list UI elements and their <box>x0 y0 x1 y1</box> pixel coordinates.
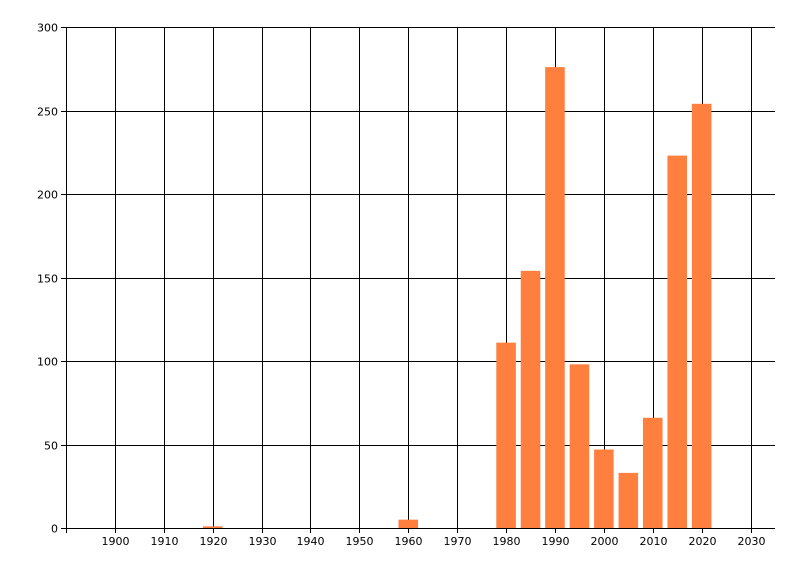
bar-2015 <box>667 155 687 528</box>
grid-lines <box>61 27 775 533</box>
bar-1995 <box>569 364 590 528</box>
x-tick-label: 1980 <box>493 535 521 548</box>
bar-1990 <box>545 67 565 528</box>
bar-2020 <box>691 103 712 528</box>
x-tick-label: 2000 <box>591 535 619 548</box>
x-tick-label: 1910 <box>151 535 179 548</box>
x-tick-label: 2030 <box>738 535 766 548</box>
bar-1960 <box>398 519 419 528</box>
y-tick-label: 100 <box>37 356 58 369</box>
x-tick-label: 1960 <box>395 535 423 548</box>
bars <box>202 67 712 528</box>
bar-1980 <box>496 342 516 528</box>
x-tick-label: 1900 <box>102 535 130 548</box>
y-tick-label: 50 <box>44 440 58 453</box>
y-tick-label: 150 <box>37 273 58 286</box>
x-tick-label: 1990 <box>542 535 570 548</box>
y-tick-label: 0 <box>51 523 58 536</box>
x-tick-label: 1970 <box>444 535 472 548</box>
y-tick-label: 300 <box>37 22 58 35</box>
x-tick-label: 2020 <box>689 535 717 548</box>
bar-2010 <box>642 417 663 528</box>
x-tick-label: 1930 <box>249 535 277 548</box>
bar-1920 <box>202 526 223 528</box>
x-tick-label: 1950 <box>346 535 374 548</box>
bar-1985 <box>520 270 541 528</box>
y-tick-label: 200 <box>37 189 58 202</box>
bar-2005 <box>618 472 639 528</box>
bar-2000 <box>594 449 614 528</box>
tick-labels: 0 50 100 150 200 250 300 1900 1910 1920 1930 1940 19… <box>37 22 766 549</box>
y-tick-label: 250 <box>37 106 58 119</box>
axes <box>61 27 775 533</box>
x-tick-label: 1920 <box>200 535 228 548</box>
x-tick-label: 1940 <box>297 535 325 548</box>
x-tick-label: 2010 <box>640 535 668 548</box>
